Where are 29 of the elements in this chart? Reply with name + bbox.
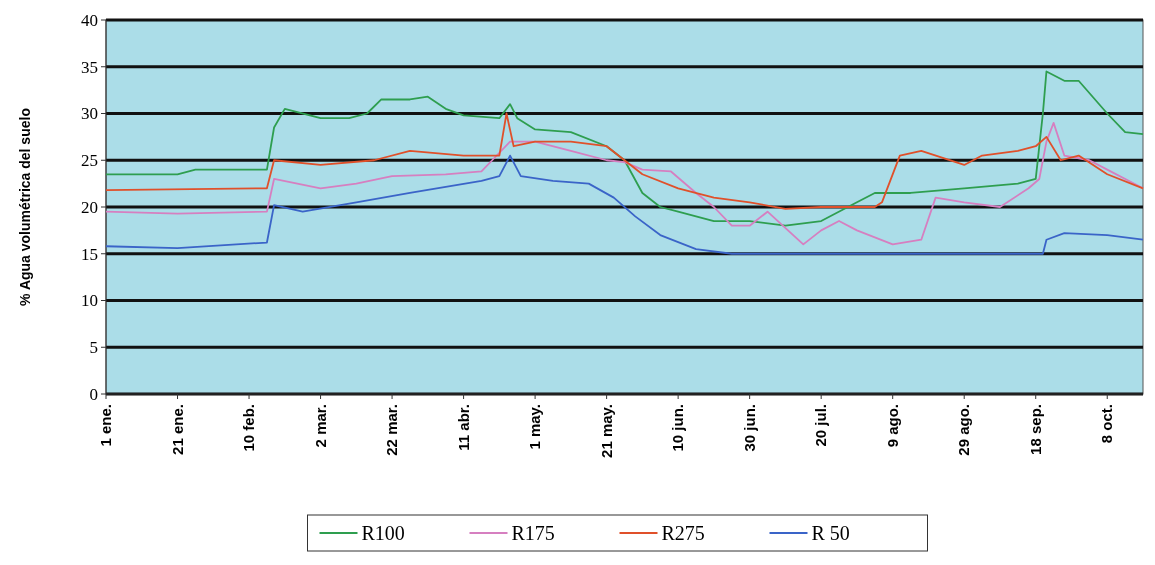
x-tick-label: 10 jun.	[669, 404, 687, 452]
y-tick-label: 0	[89, 384, 98, 404]
x-tick-label: 21 ene.	[168, 404, 186, 455]
y-axis-title: % Agua volumétrica del suelo	[17, 108, 33, 306]
legend-label: R100	[361, 522, 405, 544]
x-tick-label: 22 mar.	[383, 404, 401, 456]
legend-label: R275	[661, 522, 705, 544]
y-tick-label: 20	[81, 197, 98, 217]
x-tick-label: 20 jul.	[812, 404, 830, 447]
y-tick-label: 30	[81, 104, 98, 124]
x-tick-label: 9 ago.	[883, 404, 901, 448]
x-tick-label: 10 feb.	[240, 404, 258, 452]
x-tick-label: 1 may.	[526, 404, 544, 450]
y-tick-label: 5	[89, 338, 98, 358]
x-tick-label: 18 sep.	[1026, 404, 1044, 455]
y-tick-label: 40	[81, 10, 98, 30]
x-tick-label: 21 may.	[597, 404, 615, 458]
x-tick-label: 30 jun.	[740, 404, 758, 452]
legend-label: R175	[511, 522, 555, 544]
x-tick-label: 1 ene.	[97, 404, 115, 447]
x-tick-label: 8 oct.	[1098, 404, 1116, 444]
legend-label: R 50	[811, 522, 850, 544]
y-tick-label: 15	[81, 244, 98, 264]
x-tick-label: 29 ago.	[955, 404, 973, 456]
y-tick-label: 25	[81, 151, 98, 171]
x-tick-label: 2 mar.	[311, 404, 329, 448]
x-tick-label: 11 abr.	[454, 404, 472, 451]
y-tick-label: 35	[81, 57, 98, 77]
y-tick-label: 10	[81, 291, 98, 311]
